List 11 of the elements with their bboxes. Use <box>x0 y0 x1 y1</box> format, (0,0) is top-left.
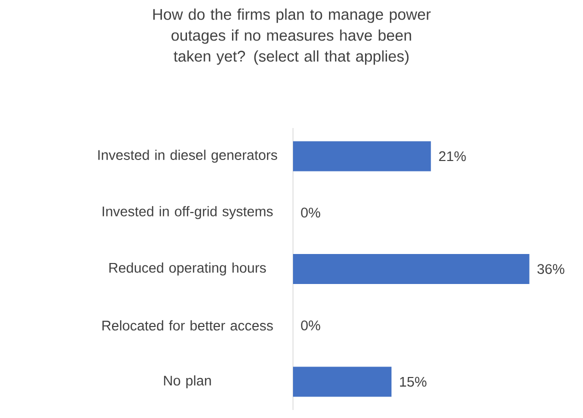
data-label: 0% <box>301 320 320 330</box>
y-tick-label: No plan <box>164 375 211 388</box>
chart-title: How do the firms plan to manage power outages if no measures have been taken yet? (select all that applies) <box>153 8 431 65</box>
y-tick-label: Invested in diesel generators <box>98 150 278 163</box>
data-label: 15% <box>400 376 426 387</box>
y-tick-label: Relocated for better access <box>102 320 273 331</box>
data-label: 36% <box>537 264 564 274</box>
y-tick-label: Reduced operating hours <box>109 262 266 276</box>
data-label: 0% <box>301 208 320 218</box>
data-label: 21% <box>439 151 466 162</box>
y-tick-label: Invested in off-grid systems <box>102 206 273 220</box>
